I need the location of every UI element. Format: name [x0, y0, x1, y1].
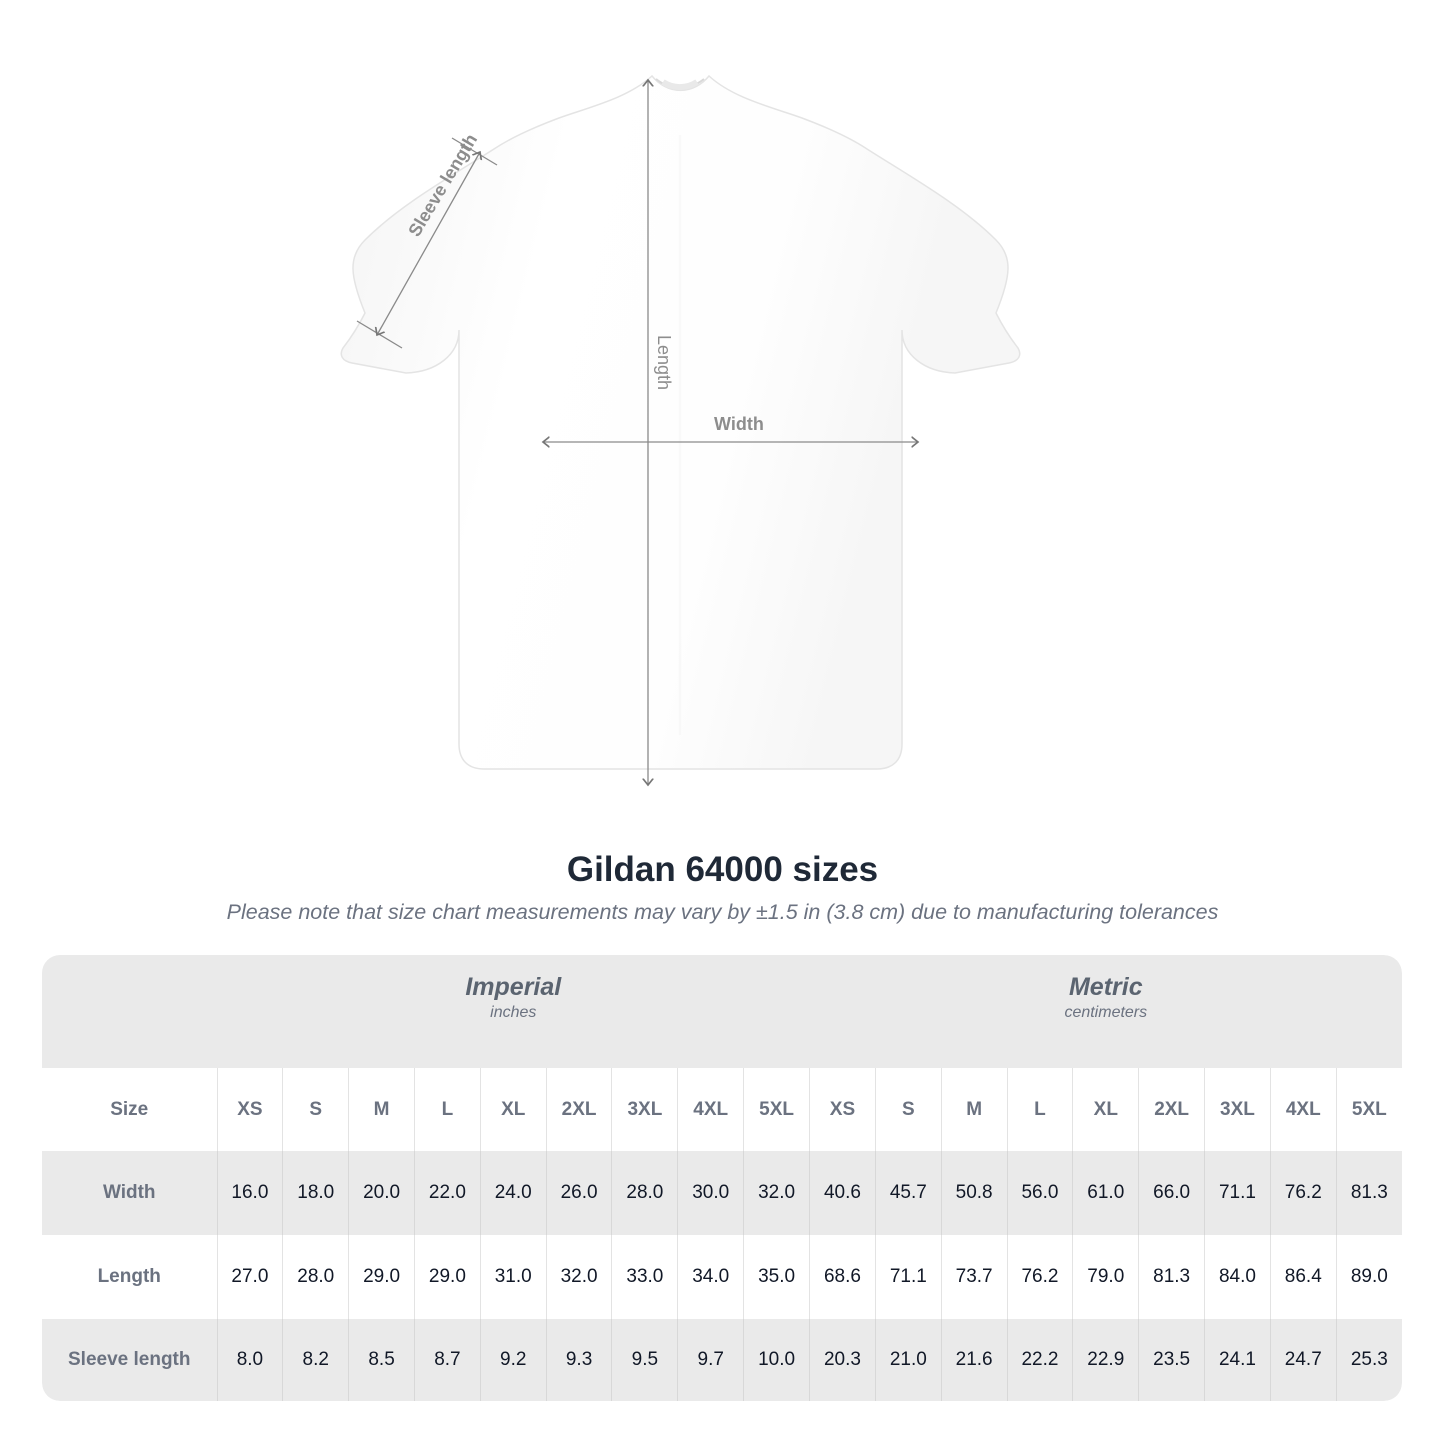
svg-text:Width: Width: [714, 414, 764, 434]
svg-text:Length: Length: [654, 335, 674, 390]
